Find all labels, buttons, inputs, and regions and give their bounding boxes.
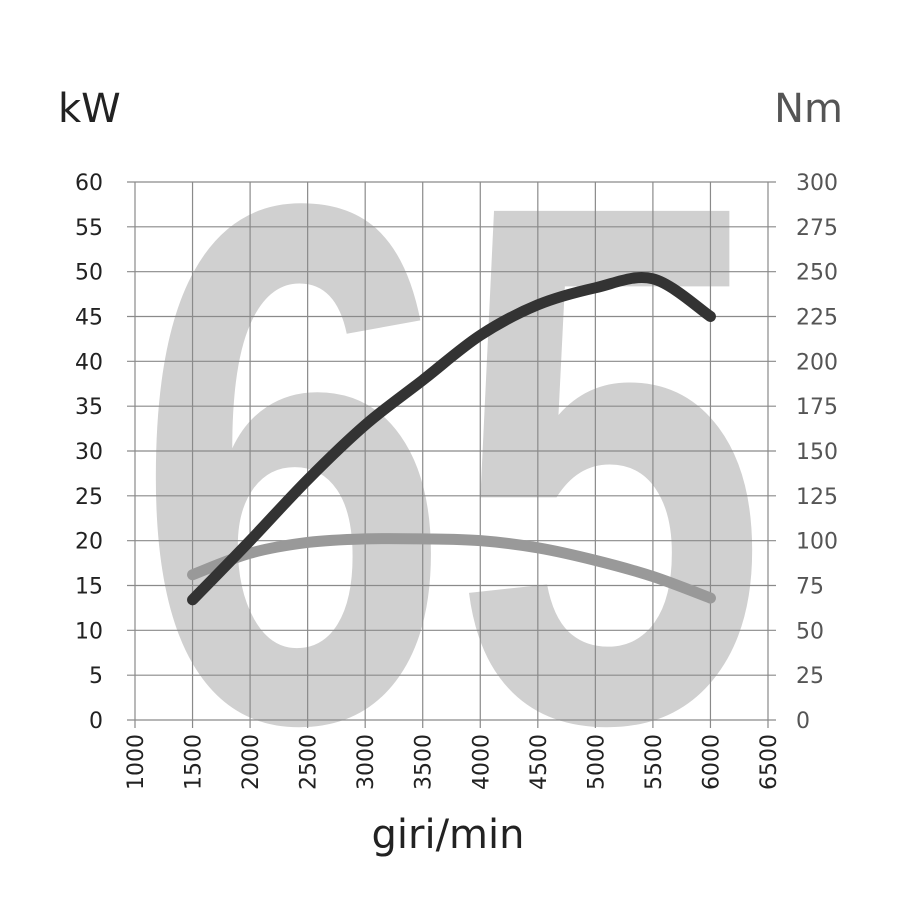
y2-axis-label: Nm bbox=[774, 86, 843, 132]
y2-tick-label: 200 bbox=[796, 350, 838, 375]
y-tick-label: 15 bbox=[75, 575, 103, 600]
y-tick-label: 20 bbox=[75, 530, 103, 555]
y2-tick-label: 125 bbox=[796, 485, 838, 510]
y-tick-label: 40 bbox=[75, 350, 103, 375]
y-tick-label: 0 bbox=[89, 709, 103, 734]
x-tick-label: 2500 bbox=[297, 734, 322, 790]
x-tick-label: 2000 bbox=[239, 734, 264, 790]
x-axis-label: giri/min bbox=[372, 812, 525, 858]
y2-tick-label: 225 bbox=[796, 306, 838, 331]
y-tick-label: 25 bbox=[75, 485, 103, 510]
y2-tick-label: 275 bbox=[796, 216, 838, 241]
y-tick-label: 50 bbox=[75, 261, 103, 286]
y2-tick-label: 100 bbox=[796, 530, 838, 555]
x-tick-label: 5500 bbox=[642, 734, 667, 790]
y2-tick-label: 75 bbox=[796, 575, 824, 600]
x-tick-label: 1000 bbox=[124, 734, 149, 790]
y2-tick-label: 25 bbox=[796, 664, 824, 689]
series-line bbox=[187, 272, 716, 606]
y-axis-label: kW bbox=[58, 86, 121, 132]
y-tick-label: 60 bbox=[75, 171, 103, 196]
series-line bbox=[187, 533, 716, 604]
x-tick-label: 6000 bbox=[699, 734, 724, 790]
y2-tick-label: 300 bbox=[796, 171, 838, 196]
y-tick-label: 5 bbox=[89, 664, 103, 689]
y2-tick-label: 0 bbox=[796, 709, 810, 734]
y2-tick-label: 250 bbox=[796, 261, 838, 286]
x-tick-label: 4000 bbox=[469, 734, 494, 790]
x-tick-label: 3500 bbox=[412, 734, 437, 790]
y2-tick-label: 150 bbox=[796, 440, 838, 465]
x-tick-label: 4500 bbox=[527, 734, 552, 790]
x-tick-label: 3000 bbox=[354, 734, 379, 790]
y-tick-label: 10 bbox=[75, 619, 103, 644]
x-tick-label: 6500 bbox=[757, 734, 782, 790]
x-tick-label: 1500 bbox=[182, 734, 207, 790]
y-tick-label: 45 bbox=[75, 306, 103, 331]
y-tick-label: 35 bbox=[75, 395, 103, 420]
y-tick-label: 55 bbox=[75, 216, 103, 241]
x-tick-label: 5000 bbox=[584, 734, 609, 790]
watermark: 65 bbox=[135, 50, 768, 877]
y-tick-label: 30 bbox=[75, 440, 103, 465]
y2-tick-label: 175 bbox=[796, 395, 838, 420]
y2-tick-label: 50 bbox=[796, 619, 824, 644]
